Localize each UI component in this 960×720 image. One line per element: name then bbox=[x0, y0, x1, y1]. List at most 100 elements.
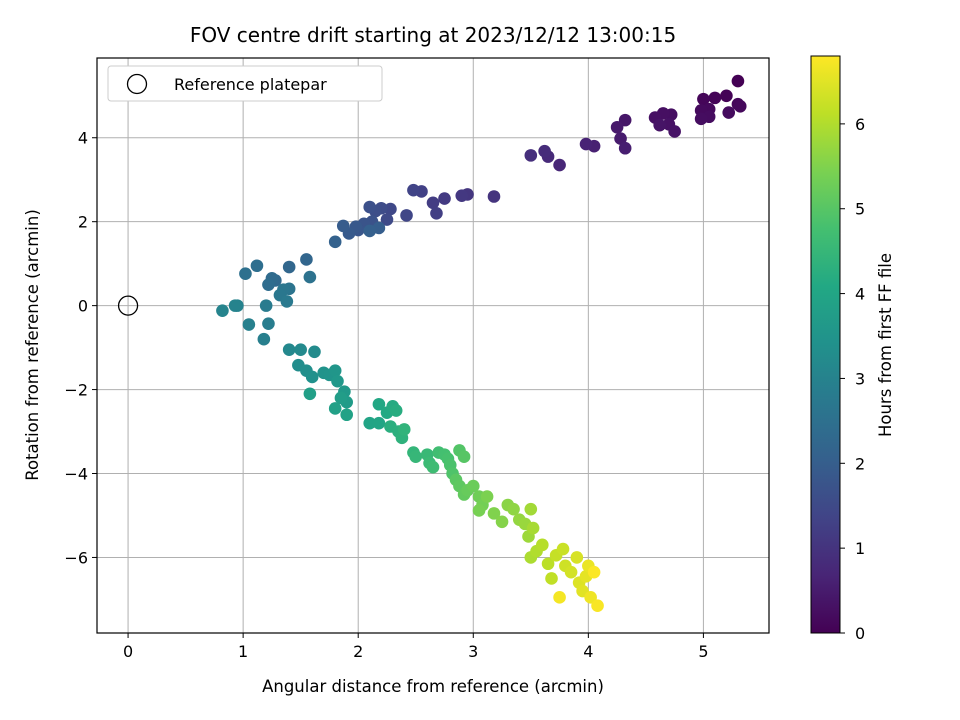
data-point bbox=[553, 158, 566, 172]
data-point bbox=[257, 332, 271, 346]
colorbar-label: Hours from first FF file bbox=[876, 253, 895, 437]
data-point bbox=[438, 192, 451, 205]
x-tick-label: 1 bbox=[238, 642, 248, 661]
data-point bbox=[340, 408, 353, 422]
data-point bbox=[614, 132, 627, 145]
colorbar-tick-label: 3 bbox=[855, 369, 865, 388]
data-point bbox=[334, 391, 348, 405]
data-point bbox=[305, 370, 319, 384]
data-point bbox=[328, 402, 342, 415]
data-point bbox=[363, 200, 377, 214]
y-tick-label: −4 bbox=[64, 465, 88, 484]
legend-label: Reference platepar bbox=[174, 75, 327, 94]
data-point bbox=[653, 118, 666, 132]
data-point bbox=[372, 397, 386, 411]
data-point bbox=[708, 91, 722, 105]
data-point bbox=[524, 149, 538, 162]
data-point bbox=[294, 343, 307, 356]
data-point bbox=[282, 260, 296, 274]
data-point bbox=[480, 490, 494, 503]
data-point bbox=[242, 318, 256, 331]
data-point bbox=[409, 450, 423, 464]
data-point bbox=[553, 591, 566, 604]
data-points bbox=[216, 74, 747, 613]
data-point bbox=[457, 450, 471, 464]
data-point bbox=[280, 295, 294, 308]
data-point bbox=[720, 89, 733, 103]
x-tick-label: 0 bbox=[123, 642, 133, 661]
data-point bbox=[526, 521, 540, 535]
data-point bbox=[618, 141, 632, 155]
colorbar-tick-label: 0 bbox=[855, 624, 865, 643]
data-point bbox=[363, 416, 377, 430]
data-point bbox=[541, 557, 555, 571]
data-point bbox=[228, 299, 242, 312]
data-point bbox=[262, 278, 275, 291]
legend-box bbox=[107, 65, 383, 102]
data-point bbox=[303, 387, 317, 401]
y-tick-label: 2 bbox=[78, 213, 88, 232]
data-point bbox=[282, 343, 296, 356]
data-point bbox=[426, 460, 440, 474]
data-point bbox=[610, 120, 624, 134]
colorbar bbox=[810, 55, 841, 634]
data-point bbox=[407, 183, 420, 197]
data-point bbox=[400, 209, 413, 222]
colorbar-tick-label: 1 bbox=[855, 539, 865, 558]
x-tick-label: 5 bbox=[698, 642, 708, 661]
data-point bbox=[495, 515, 509, 529]
data-point bbox=[239, 267, 252, 281]
data-point bbox=[545, 572, 558, 585]
y-axis-label: Rotation from reference (arcmin) bbox=[23, 209, 42, 481]
data-point bbox=[668, 125, 681, 138]
data-point bbox=[579, 137, 593, 151]
data-point bbox=[397, 423, 411, 436]
data-point bbox=[591, 599, 604, 613]
y-axis-ticks: −6 −4 −2 0 2 4 bbox=[64, 129, 97, 567]
data-point bbox=[694, 112, 708, 126]
data-point bbox=[722, 106, 736, 119]
x-tick-label: 3 bbox=[468, 642, 478, 661]
y-tick-label: −6 bbox=[64, 548, 88, 567]
data-point bbox=[250, 259, 264, 273]
y-tick-label: 4 bbox=[78, 129, 88, 148]
data-point bbox=[300, 253, 313, 266]
data-point bbox=[426, 196, 440, 210]
colorbar-tick-label: 6 bbox=[855, 115, 865, 134]
data-point bbox=[538, 144, 551, 158]
data-point bbox=[303, 270, 317, 284]
data-point bbox=[259, 299, 273, 312]
x-axis-label: Angular distance from reference (arcmin) bbox=[262, 677, 604, 696]
data-point bbox=[733, 99, 747, 113]
data-point bbox=[331, 374, 344, 388]
data-point bbox=[455, 189, 469, 202]
plot-frame bbox=[96, 57, 770, 634]
data-point bbox=[731, 74, 745, 88]
legend-marker-icon bbox=[126, 73, 148, 95]
data-point bbox=[336, 219, 350, 233]
data-point bbox=[524, 502, 538, 516]
data-point bbox=[430, 206, 443, 220]
data-point bbox=[328, 235, 342, 249]
data-point bbox=[380, 213, 394, 226]
reference-platepar-marker bbox=[117, 295, 139, 316]
data-point bbox=[466, 479, 480, 493]
legend: Reference platepar bbox=[107, 65, 383, 102]
chart-title: FOV centre drift starting at 2023/12/12 … bbox=[190, 23, 676, 47]
y-tick-label: 0 bbox=[78, 297, 88, 316]
data-point bbox=[584, 591, 597, 604]
data-point bbox=[372, 416, 386, 430]
data-point bbox=[363, 224, 377, 238]
data-point bbox=[216, 304, 229, 317]
colorbar-ticks: 0 1 2 3 4 5 6 bbox=[840, 115, 865, 643]
data-point bbox=[308, 345, 321, 359]
data-point bbox=[472, 504, 486, 517]
data-point bbox=[618, 113, 632, 127]
x-tick-label: 2 bbox=[353, 642, 363, 661]
data-point bbox=[570, 551, 584, 564]
data-point bbox=[697, 92, 710, 106]
y-tick-label: −2 bbox=[64, 381, 88, 400]
data-point bbox=[389, 404, 403, 417]
x-axis-ticks: 0 1 2 3 4 5 bbox=[123, 633, 709, 661]
